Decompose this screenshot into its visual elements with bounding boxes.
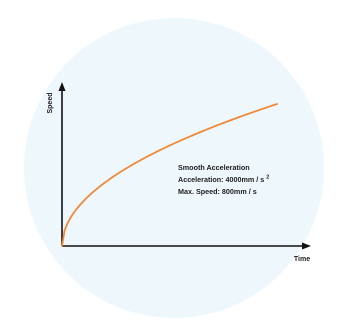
acceleration-exponent: 2 [266, 175, 269, 181]
annotation-acceleration: Acceleration: 4000mm / s 2 [178, 175, 269, 185]
x-axis-arrowhead [302, 242, 311, 250]
acceleration-text: Acceleration: 4000mm / s [178, 175, 264, 184]
annotation-title: Smooth Acceleration [178, 163, 250, 172]
annotation-max-speed: Max. Speed: 800mm / s [178, 187, 257, 196]
speed-curve [61, 103, 278, 247]
y-axis-arrowhead [58, 82, 66, 91]
y-axis-label: Speed [47, 92, 54, 113]
background-circle [24, 18, 324, 318]
x-axis-label: Time [294, 256, 310, 263]
